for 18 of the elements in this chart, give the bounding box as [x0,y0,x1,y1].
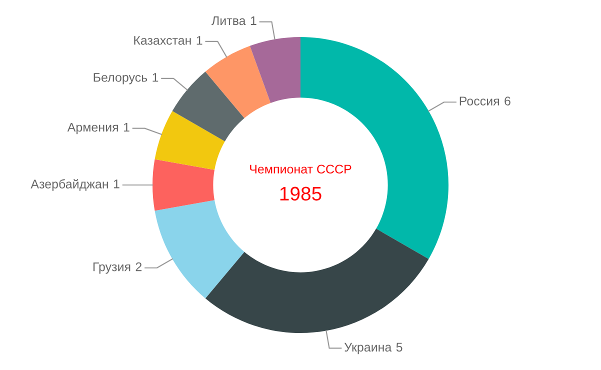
slice-label: Украина [344,342,392,354]
data-label: 1 [152,73,158,82]
data-label: 1 [250,16,256,25]
data-label: 1 [196,36,202,45]
text: 1985 [280,186,322,201]
slice-label: Казахстан [134,36,191,45]
data-label: 1 [114,180,120,188]
slice-label: Грузия [93,262,130,274]
data-label: 5 [396,342,402,352]
data-label: 1 [124,122,130,132]
data-label: 2 [136,262,142,272]
text: Чемпионат СССР [250,164,352,174]
slice-label: Россия [460,96,499,106]
data-label: 6 [504,96,510,106]
slice-label: Белорусь [94,73,148,84]
slice-label: Азербайджан [30,179,108,191]
slice-label: Литва [212,16,246,26]
slice-label: Армения [67,122,118,134]
